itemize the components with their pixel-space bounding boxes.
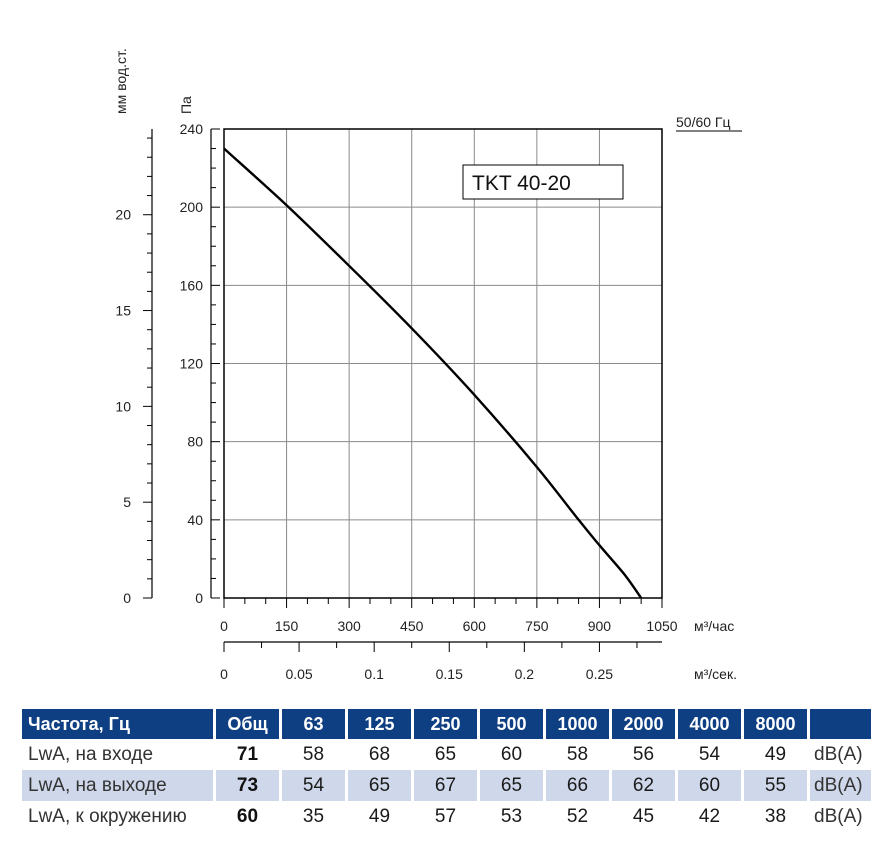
x-axis-m3h: 0 150 300 450 600 750 900 1050 <box>220 598 678 634</box>
header-cell: 1000 <box>546 709 612 739</box>
value-cell: 60 <box>678 770 744 801</box>
header-cell: 63 <box>282 709 348 739</box>
x-tick-label-m3h: 900 <box>588 618 612 634</box>
row-label: LwA, к окружению <box>22 801 216 832</box>
x-tick-label-m3h: 1050 <box>646 618 677 634</box>
performance-chart: 0 5 10 15 20 0 40 80 120 160 200 240 0 150 300 450 600… <box>113 48 742 682</box>
x-tick-label-m3s: 0.05 <box>285 666 312 682</box>
value-cell: 57 <box>414 801 480 832</box>
y-tick-label-pa: 80 <box>187 434 203 450</box>
value-cell: 65 <box>414 739 480 770</box>
value-cell: 65 <box>480 770 546 801</box>
value-cell: 45 <box>612 801 678 832</box>
value-cell: 66 <box>546 770 612 801</box>
header-cell: 8000 <box>744 709 810 739</box>
value-cell: 62 <box>612 770 678 801</box>
x-tick-label-m3h: 300 <box>337 618 361 634</box>
value-cell: 67 <box>414 770 480 801</box>
value-cell: 38 <box>744 801 810 832</box>
header-cell: Частота, Гц <box>22 709 216 739</box>
unit-cell: dB(A) <box>810 739 874 770</box>
model-label: TKT 40-20 <box>472 172 571 195</box>
y-tick-label-mm: 10 <box>115 398 131 414</box>
unit-cell: dB(A) <box>810 770 874 801</box>
chart-grid <box>223 128 663 599</box>
header-cell: 125 <box>348 709 414 739</box>
frequency-label: 50/60 Гц <box>676 114 731 130</box>
unit-cell: dB(A) <box>810 801 874 832</box>
header-cell: 500 <box>480 709 546 739</box>
value-cell: 49 <box>348 801 414 832</box>
table-header-row: Частота, Гц Общ 63 125 250 500 1000 2000… <box>22 709 874 739</box>
header-cell: 2000 <box>612 709 678 739</box>
y-tick-label-pa: 160 <box>180 277 204 293</box>
value-cell: 54 <box>282 770 348 801</box>
y-axis-mm: 0 5 10 15 20 <box>115 129 153 606</box>
performance-curve <box>223 147 643 599</box>
x-tick-label-m3s: 0.1 <box>364 666 384 682</box>
value-cell: 58 <box>282 739 348 770</box>
x-tick-label-m3s: 0 <box>220 666 228 682</box>
value-cell: 35 <box>282 801 348 832</box>
sound-power-table: Частота, Гц Общ 63 125 250 500 1000 2000… <box>22 709 874 832</box>
value-cell: 56 <box>612 739 678 770</box>
header-cell: Общ <box>216 709 282 739</box>
header-cell: 4000 <box>678 709 744 739</box>
y-axis-pa: 0 40 80 120 160 200 240 <box>180 121 220 606</box>
header-cell: 250 <box>414 709 480 739</box>
model-box <box>462 164 624 200</box>
total-cell: 73 <box>216 770 282 801</box>
value-cell: 53 <box>480 801 546 832</box>
value-cell: 54 <box>678 739 744 770</box>
x-unit-m3h: м³/час <box>694 618 734 634</box>
y-tick-label-mm: 15 <box>115 303 131 319</box>
y-tick-label-pa: 120 <box>180 356 204 372</box>
x-axis-m3s: 0 0.05 0.1 0.15 0.2 0.25 <box>220 641 662 682</box>
y-unit-mm: мм вод.ст. <box>113 48 129 114</box>
table-row: LwA, к окружению 60 35 49 57 53 52 45 42… <box>22 801 874 832</box>
x-tick-label-m3s: 0.25 <box>586 666 613 682</box>
value-cell: 58 <box>546 739 612 770</box>
y-tick-label-mm: 0 <box>123 590 131 606</box>
value-cell: 49 <box>744 739 810 770</box>
table-row: LwA, на выходе 73 54 65 67 65 66 62 60 5… <box>22 770 874 801</box>
y-tick-label-mm: 20 <box>115 207 131 223</box>
value-cell: 42 <box>678 801 744 832</box>
y-unit-pa: Па <box>178 96 194 114</box>
x-tick-label-m3h: 450 <box>400 618 424 634</box>
header-cell <box>810 709 874 739</box>
total-cell: 60 <box>216 801 282 832</box>
value-cell: 52 <box>546 801 612 832</box>
x-tick-label-m3h: 0 <box>220 618 228 634</box>
x-tick-label-m3h: 750 <box>525 618 549 634</box>
x-tick-label-m3s: 0.15 <box>436 666 463 682</box>
value-cell: 55 <box>744 770 810 801</box>
x-tick-label-m3h: 150 <box>275 618 299 634</box>
y-tick-label-pa: 40 <box>187 512 203 528</box>
y-tick-label-pa: 240 <box>180 121 204 137</box>
x-unit-m3s: м³/сек. <box>694 666 737 682</box>
y-tick-label-pa: 200 <box>180 199 204 215</box>
y-tick-label-mm: 5 <box>123 494 131 510</box>
x-tick-label-m3h: 600 <box>463 618 487 634</box>
y-tick-label-pa: 0 <box>195 590 203 606</box>
table-row: LwA, на входе 71 58 68 65 60 58 56 54 49… <box>22 739 874 770</box>
plot-frame <box>223 128 663 599</box>
value-cell: 68 <box>348 739 414 770</box>
total-cell: 71 <box>216 739 282 770</box>
row-label: LwA, на входе <box>22 739 216 770</box>
value-cell: 65 <box>348 770 414 801</box>
row-label: LwA, на выходе <box>22 770 216 801</box>
value-cell: 60 <box>480 739 546 770</box>
x-tick-label-m3s: 0.2 <box>515 666 535 682</box>
